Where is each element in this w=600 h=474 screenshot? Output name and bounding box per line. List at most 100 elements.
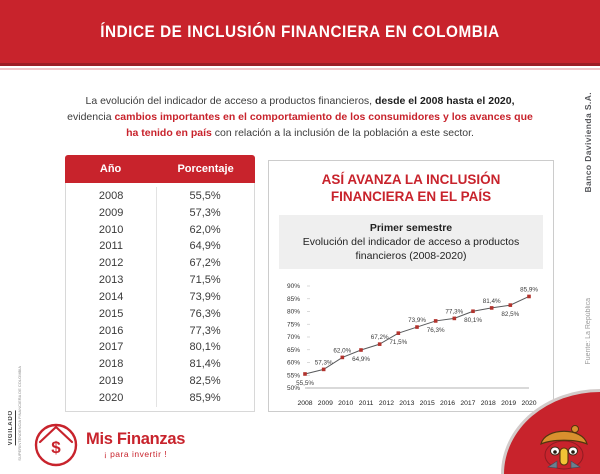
vigilado-label: VIGILADO <box>8 410 16 446</box>
table-cell-percentage: 57,3% <box>189 206 221 219</box>
superintendencia-label: SUPERINTENDENCIA FINANCIERA DE COLOMBIA <box>17 366 22 461</box>
table-cell-year: 2017 <box>98 341 124 354</box>
y-tick-label: 55% <box>287 373 300 380</box>
table-cell-year: 2011 <box>99 240 123 253</box>
table-cell-percentage: 62,0% <box>189 223 221 236</box>
table-row: 2016 77,3% <box>66 325 254 337</box>
y-tick-label: 85% <box>287 296 300 303</box>
table-cell-percentage: 76,3% <box>189 307 221 320</box>
x-tick-label: 2018 <box>481 400 496 407</box>
data-point-marker <box>359 348 363 353</box>
table-cell-year: 2012 <box>98 257 124 270</box>
x-tick-label: 2017 <box>460 400 475 407</box>
table-cell-percentage: 81,4% <box>189 358 221 371</box>
table-cell-percentage: 71,5% <box>189 274 221 287</box>
table-row: 2014 73,9% <box>66 291 254 303</box>
chart-subtitle: Evolución del indicador de acceso a prod… <box>302 235 520 263</box>
table-cell-year: 2014 <box>98 290 124 303</box>
intro-paragraph: La evolución del indicador de acceso a p… <box>62 94 538 141</box>
table-cell-percentage: 82,5% <box>189 375 221 388</box>
table-cell-year: 2016 <box>98 324 124 337</box>
table-cell-year: 2013 <box>98 274 124 287</box>
data-point-label: 76,3% <box>427 327 445 334</box>
table-row: 2012 67,2% <box>66 257 254 269</box>
table-row: 2015 76,3% <box>66 308 254 320</box>
data-point-label: 80,1% <box>464 318 482 325</box>
data-point-label: 77,3% <box>445 309 463 316</box>
table-cell-percentage: 80,1% <box>189 341 221 354</box>
chart-subtitle-box: Primer semestre Evolución del indicador … <box>279 214 543 270</box>
data-point-marker <box>471 309 475 314</box>
data-point-marker <box>433 319 438 324</box>
data-point-marker <box>415 325 419 330</box>
table-row: 2009 57,3% <box>66 207 254 219</box>
y-tick-label: 75% <box>287 322 300 329</box>
x-tick-label: 2019 <box>501 400 516 407</box>
y-tick-label: 90% <box>287 283 300 290</box>
data-point-label: 55,5% <box>296 380 314 387</box>
data-point-label: 73,9% <box>408 317 426 324</box>
table-cell-percentage: 85,9% <box>189 391 221 404</box>
x-tick-label: 2020 <box>521 400 536 407</box>
data-point-label: 71,5% <box>389 339 407 346</box>
page-title: ÍNDICE DE INCLUSIÓN FINANCIERA EN COLOMB… <box>100 21 500 41</box>
intro-text: con relación a la inclusión de la poblac… <box>211 126 474 139</box>
header-accent-line <box>0 68 600 70</box>
data-point-label: 64,9% <box>352 356 370 363</box>
brand-name: Mis Finanzas <box>86 429 186 448</box>
data-point-label: 57,3% <box>315 360 333 367</box>
table-header-percentage: Porcentaje <box>177 163 234 175</box>
table-row: 2018 81,4% <box>66 358 254 370</box>
table-cell-year: 2008 <box>98 190 124 202</box>
table-row: 2017 80,1% <box>66 341 254 353</box>
data-point-marker <box>340 355 345 360</box>
table-cell-year: 2015 <box>98 307 124 320</box>
data-point-label: 81,4% <box>483 298 501 305</box>
table-cell-percentage: 55,5% <box>189 190 221 202</box>
x-tick-label: 2009 <box>318 400 333 407</box>
header-band: ÍNDICE DE INCLUSIÓN FINANCIERA EN COLOMB… <box>0 0 600 66</box>
intro-text-bold: desde el 2008 hasta el 2020, <box>375 95 515 107</box>
y-tick-label: 65% <box>287 347 300 354</box>
table-row: 2020 85,9% <box>66 392 254 404</box>
banco-davivienda-label: Banco Davivienda S.A. <box>583 92 593 193</box>
table-row: 2019 82,5% <box>66 375 254 387</box>
x-tick-label: 2008 <box>297 400 312 407</box>
table-header-year: Año <box>99 163 122 175</box>
data-point-marker <box>377 342 382 347</box>
x-tick-label: 2016 <box>440 400 455 407</box>
data-point-label: 62,0% <box>333 348 351 355</box>
inclusion-line-chart: 50% 55% 60% 65% 70% 75% 80% 85% 90% 2008 2009 2010 2… <box>287 283 538 407</box>
data-point-marker <box>527 294 531 299</box>
x-tick-label: 2011 <box>359 400 374 407</box>
table-header-row: Año Porcentaje <box>65 155 255 183</box>
table-cell-percentage: 64,9% <box>189 240 221 253</box>
intro-text: evidencia <box>67 110 115 123</box>
mis-finanzas-logo: $ Mis Finanzas ¡ para invertir ! <box>33 422 185 468</box>
y-tick-label: 50% <box>287 385 300 392</box>
table-row: 2008 55,5% <box>66 190 254 202</box>
intro-text-red: cambios importantes en el comportamiento… <box>114 110 533 139</box>
table-row: 2010 62,0% <box>66 224 254 236</box>
data-point-label: 82,5% <box>501 311 519 318</box>
table-cell-year: 2020 <box>98 391 124 404</box>
data-point-marker <box>508 303 513 308</box>
chart-subtitle-bold: Primer semestre <box>369 221 453 234</box>
x-tick-label: 2015 <box>420 400 435 407</box>
table-cell-percentage: 77,3% <box>189 324 221 337</box>
coin-house-icon: $ <box>34 423 78 467</box>
chart-holder: 50% 55% 60% 65% 70% 75% 80% 85% 90% 2008 2009 2010 2… <box>269 272 553 414</box>
data-point-label: 85,9% <box>520 287 538 294</box>
data-point-marker <box>303 372 307 377</box>
table-row: 2013 71,5% <box>66 274 254 286</box>
casita-icon <box>540 425 588 470</box>
table-body: 2008 55,5% 2009 57,3% 2010 62,0% 2011 64,9% 2012… <box>65 183 255 412</box>
table-cell-year: 2018 <box>98 358 124 371</box>
chart-panel: ASÍ AVANZA LA INCLUSIÓN FINANCIERA EN EL… <box>268 160 554 412</box>
y-tick-label: 70% <box>287 334 300 341</box>
brand-tagline: ¡ para invertir ! <box>103 449 168 460</box>
x-tick-label: 2013 <box>399 400 414 407</box>
data-point-marker <box>321 367 326 372</box>
dollar-glyph: $ <box>51 438 61 457</box>
